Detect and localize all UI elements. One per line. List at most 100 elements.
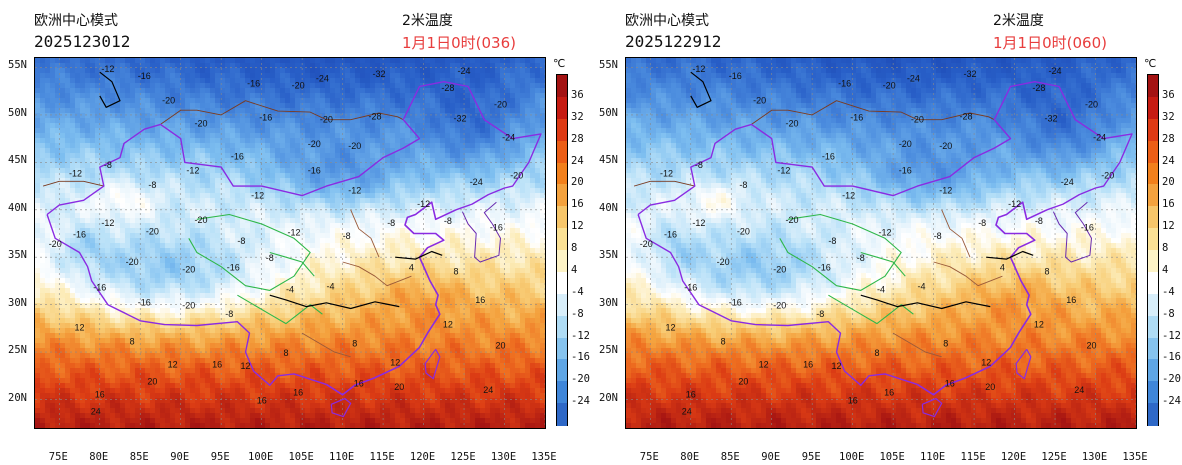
contour-labels: -12-16-20-20-16 -20-24 -32-28-24-20-24-32-… [49,64,524,417]
contour-label: -8 [828,236,836,246]
contour-label: -28 [368,112,381,122]
contour-label: -4 [286,284,294,294]
contour-label: 8 [352,338,357,348]
colorbar-tick-label: 36 [571,88,584,101]
contour-label: -24 [502,133,515,143]
boundaries [633,71,1133,418]
lat-tick-label: 50N [599,106,618,119]
map-panel-right: 欧洲中心模式 2025122912 2米温度 1月1日0时(060) -12 -1… [591,0,1182,465]
contour-label: 20 [147,376,157,386]
colorbar-segment [1148,118,1158,142]
contour-label: -12 [101,64,114,74]
contour-label: -32 [453,114,466,124]
contour-label: -8 [857,253,865,263]
colorbar-tick-label: 12 [571,220,584,233]
contour-label: -12 [878,227,891,237]
colorbar-tick-label: -12 [571,329,590,342]
contour-label: -20 [126,257,139,267]
contour-label: -16 [899,166,912,176]
contour-label: -28 [959,112,972,122]
contour-label: -12 [692,218,705,228]
contour-label: -8 [148,180,156,190]
colorbar-tick-label: -20 [571,373,590,386]
contour-label: -16 [729,71,742,81]
lon-tick-label: 110E [328,451,355,463]
colorbar [556,74,568,426]
contour-label: -16 [1081,223,1094,233]
lon-tick-label: 105E [288,451,314,463]
colorbar-segment [557,359,567,382]
colorbar-tick-label: 12 [1162,220,1175,233]
contour-label: 16 [293,388,303,398]
lon-tick-label: 120E [1000,451,1027,463]
contour-label: -20 [773,264,786,274]
colorbar-segment [557,118,567,142]
contour-label: 20 [394,382,404,392]
contour-label: -16 [664,229,677,239]
colorbar-tick-label: 20 [1162,176,1175,189]
lon-tick-label: 75E [48,451,68,463]
lon-tick-label: 75E [639,451,659,463]
lat-tick-label: 20N [599,391,618,404]
map-canvas: -12-16-20-20-16 -20-24 -32-28-24-20-24-32-… [626,58,1136,428]
contour-label: 8 [283,348,288,358]
contour-label: 20 [985,382,995,392]
colorbar-segment [557,381,567,404]
colorbar-segment [1148,96,1158,120]
contour-label: -16 [231,152,244,162]
contour-label: -20 [194,215,207,225]
colorbar-segment [557,271,567,295]
contour-label: 12 [168,359,178,369]
colorbar-segment [557,315,567,338]
contour-label: -16 [684,282,697,292]
contour-label: -20 [146,227,159,237]
boundaries [42,71,542,418]
temperature-map: -12 -16 -20 -20 -16 -20 -24 -32 -28 -24 -20 -24 -32-… [34,57,546,429]
contour-label: -20 [939,141,952,151]
graticule [35,58,545,428]
colorbar-segment [557,403,567,426]
contour-label: -16 [729,298,742,308]
lat-tick-label: 45N [599,154,618,167]
contour-label: 20 [495,340,505,350]
lon-tick-label: 115E [369,451,395,463]
lon-tick-label: 105E [879,451,905,463]
contour-label: 8 [130,337,135,347]
contour-label: -12 [69,169,82,179]
contour-label: -4 [917,282,925,292]
colorbar-segment [557,337,567,360]
colorbar-tick-label: 36 [1162,88,1175,101]
contour-label: 8 [943,338,948,348]
contour-label: -8 [387,218,395,228]
lon-tick-label: 130E [1081,451,1108,463]
colorbar-segment [557,75,567,98]
contour-label: -12 [348,186,361,196]
colorbar-tick-label: 32 [1162,110,1175,123]
contour-label: 16 [95,390,105,400]
contour-label: -8 [343,231,351,241]
colorbar-tick-label: -20 [1162,373,1181,386]
lat-tick-label: 25N [8,344,27,357]
colorbar-tick-label: 32 [571,110,584,123]
colorbar-segment [1148,271,1158,295]
colorbar-segment [1148,293,1158,317]
colorbar-tick-label: 24 [1162,154,1175,167]
contour-label: -8 [225,309,233,319]
contour-label: -20 [773,301,786,311]
contour-label: 8 [721,337,726,347]
colorbar-segment [1148,140,1158,163]
contour-label: -16 [138,71,151,81]
contour-label: -16 [138,298,151,308]
contour-label: -8 [934,231,942,241]
contour-label: -24 [457,66,470,76]
contour-label: 12 [443,319,453,329]
lat-tick-label: 30N [599,296,618,309]
colorbar-tick-label: 28 [1162,132,1175,145]
contour-label: -24 [907,74,920,84]
variable-name: 2米温度 [993,13,1044,29]
lon-tick-label: 85E [720,451,740,463]
valid-time: 1月1日0时(036) [402,34,516,52]
colorbar-tick-label: -8 [571,307,584,320]
contour-label: -16 [73,229,86,239]
contour-label: 12 [981,357,991,367]
